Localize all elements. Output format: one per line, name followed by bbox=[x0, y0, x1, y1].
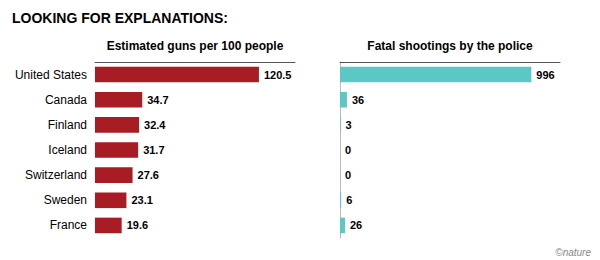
svg-text:32.4: 32.4 bbox=[144, 119, 166, 131]
svg-text:Estimated guns per 100 people: Estimated guns per 100 people bbox=[107, 39, 284, 53]
svg-text:©nature: ©nature bbox=[555, 247, 591, 258]
svg-text:Fatal shootings by the police: Fatal shootings by the police bbox=[367, 39, 533, 53]
svg-text:6: 6 bbox=[346, 194, 352, 206]
svg-text:19.6: 19.6 bbox=[127, 219, 148, 231]
svg-text:996: 996 bbox=[536, 69, 554, 81]
svg-text:France: France bbox=[50, 218, 88, 232]
svg-text:23.1: 23.1 bbox=[131, 194, 152, 206]
svg-text:Finland: Finland bbox=[48, 118, 87, 132]
svg-text:United States: United States bbox=[15, 68, 87, 82]
svg-text:27.6: 27.6 bbox=[138, 169, 159, 181]
svg-text:LOOKING FOR EXPLANATIONS:: LOOKING FOR EXPLANATIONS: bbox=[12, 10, 228, 26]
svg-text:Canada: Canada bbox=[45, 93, 87, 107]
svg-text:26: 26 bbox=[350, 219, 362, 231]
svg-text:36: 36 bbox=[352, 94, 364, 106]
svg-text:31.7: 31.7 bbox=[143, 144, 164, 156]
svg-text:0: 0 bbox=[345, 144, 351, 156]
svg-text:Sweden: Sweden bbox=[44, 193, 87, 207]
svg-text:Switzerland: Switzerland bbox=[25, 168, 87, 182]
svg-text:3: 3 bbox=[346, 119, 352, 131]
svg-text:34.7: 34.7 bbox=[147, 94, 168, 106]
svg-text:120.5: 120.5 bbox=[264, 69, 292, 81]
svg-text:0: 0 bbox=[345, 169, 351, 181]
svg-text:Iceland: Iceland bbox=[48, 143, 87, 157]
